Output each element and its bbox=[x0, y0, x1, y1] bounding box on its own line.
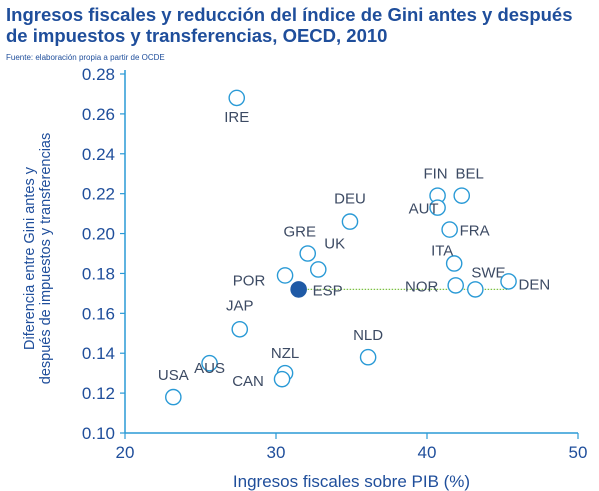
y-tick-label: 0.26 bbox=[82, 105, 115, 124]
data-label-usa: USA bbox=[158, 367, 189, 384]
data-point-bel bbox=[453, 187, 471, 204]
x-tick-label: 40 bbox=[418, 443, 437, 462]
data-label-nld: NLD bbox=[353, 327, 383, 344]
x-axis-label: Ingresos fiscales sobre PIB (%) bbox=[233, 472, 470, 491]
y-tick-label: 0.20 bbox=[82, 225, 115, 244]
chart-source: Fuente: elaboración propia a partir de O… bbox=[6, 53, 165, 62]
data-point-swe bbox=[467, 281, 484, 298]
data-point-nor bbox=[447, 277, 464, 294]
data-point-ita bbox=[445, 255, 463, 272]
y-axis-label: Diferencia entre Gini antes ydespués de … bbox=[22, 133, 54, 384]
data-label-fra: FRA bbox=[460, 223, 490, 240]
chart-title: Ingresos fiscales y reducción del índice… bbox=[6, 4, 573, 46]
x-tick-label: 30 bbox=[267, 443, 286, 462]
data-point-esp bbox=[290, 281, 307, 298]
data-label-can: CAN bbox=[232, 373, 264, 390]
data-label-gre: GRE bbox=[283, 224, 316, 241]
data-point-ire bbox=[228, 89, 246, 107]
data-label-swe: SWE bbox=[471, 264, 505, 281]
data-label-por: POR bbox=[233, 272, 266, 289]
data-point-den bbox=[500, 273, 517, 290]
data-point-can bbox=[273, 370, 291, 388]
data-label-bel: BEL bbox=[456, 166, 484, 183]
data-label-nzl: NZL bbox=[271, 345, 299, 362]
data-label-fin: FIN bbox=[423, 166, 447, 183]
data-label-jap: JAP bbox=[226, 297, 254, 314]
data-label-aut: AUT bbox=[409, 201, 439, 218]
x-tick-label: 50 bbox=[569, 443, 588, 462]
data-point-usa bbox=[165, 388, 182, 406]
data-label-esp: ESP bbox=[313, 282, 343, 299]
data-point-por bbox=[276, 267, 294, 284]
data-label-aus: AUS bbox=[194, 360, 225, 377]
data-point-aut bbox=[429, 199, 446, 216]
y-tick-label: 0.24 bbox=[82, 145, 115, 164]
y-tick-label: 0.22 bbox=[82, 185, 115, 204]
y-tick-label: 0.18 bbox=[82, 264, 115, 283]
x-tick-label: 20 bbox=[116, 443, 135, 462]
y-axis-label-line: después de impuestos y transferencias bbox=[38, 133, 54, 384]
data-label-ita: ITA bbox=[431, 242, 453, 259]
data-point-nld bbox=[359, 348, 377, 366]
data-point-uk bbox=[309, 261, 327, 278]
data-point-deu bbox=[341, 213, 359, 230]
data-label-nor: NOR bbox=[405, 278, 439, 295]
data-label-uk: UK bbox=[324, 235, 345, 252]
data-point-fra bbox=[441, 221, 458, 238]
data-label-deu: DEU bbox=[334, 191, 366, 208]
y-tick-label: 0.10 bbox=[82, 424, 115, 443]
y-tick-label: 0.16 bbox=[82, 304, 115, 323]
data-label-ire: IRE bbox=[224, 109, 249, 126]
y-tick-label: 0.12 bbox=[82, 384, 115, 403]
data-point-gre bbox=[299, 245, 317, 262]
data-label-den: DEN bbox=[519, 276, 551, 293]
y-axis-label-line: Diferencia entre Gini antes y bbox=[22, 166, 38, 350]
y-tick-label: 0.14 bbox=[82, 344, 115, 363]
y-tick-label: 0.28 bbox=[82, 65, 115, 84]
data-point-aus bbox=[201, 354, 218, 372]
data-point-jap bbox=[231, 320, 249, 338]
